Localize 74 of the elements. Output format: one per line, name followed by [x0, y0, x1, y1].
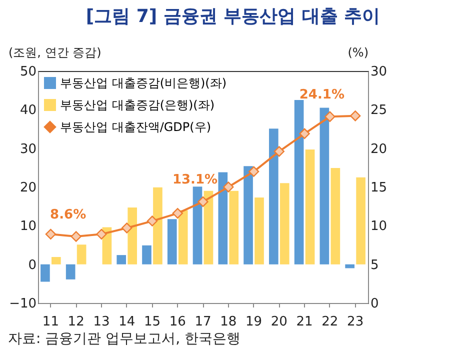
x-tick-label: 21: [296, 314, 313, 330]
bar: [294, 100, 304, 264]
y-axis-title: (조원, 연간 증감): [8, 46, 102, 60]
bar: [280, 183, 290, 264]
x-tick-label: 14: [118, 314, 136, 330]
point: [96, 228, 107, 240]
x-tick-label: 16: [169, 314, 186, 330]
y2-tick-label: 30: [370, 64, 388, 80]
y-tick-label: 0: [28, 258, 36, 273]
bar: [52, 256, 61, 264]
bar: [269, 128, 278, 264]
bar: [345, 264, 354, 268]
y-tick-label: 10: [20, 219, 36, 234]
point: [198, 196, 208, 208]
bar: [76, 244, 86, 264]
y-tick-label: 20: [20, 180, 36, 196]
point: [45, 228, 56, 240]
point: [70, 231, 82, 242]
legend-label: 부동산업 대출증감(은행)(좌): [60, 98, 215, 112]
x-tick-label: 11: [42, 314, 59, 330]
x-tick-label: 12: [68, 314, 84, 330]
y-tick-label: −10: [9, 296, 36, 312]
y2-tick-label: 15: [370, 180, 388, 196]
x-tick-label: 13: [93, 314, 110, 330]
bar: [167, 219, 177, 264]
x-tick-label: 22: [322, 314, 338, 330]
x-tick-label: 20: [270, 314, 288, 330]
bar: [244, 166, 253, 264]
point: [146, 216, 158, 226]
chart-title: [그림 7] 금융권 부동산업 대출 추이: [84, 5, 382, 27]
y2-tick-label: 0: [370, 296, 379, 312]
bar: [204, 190, 214, 264]
bar: [356, 177, 366, 264]
data-label: 13.1%: [172, 172, 218, 188]
bar: [254, 197, 264, 264]
legend-label: 부동산업 대출잔액/GDP(우): [60, 120, 211, 134]
text: 자료: 금융기관 업무보고서, 한국은행: [8, 330, 242, 348]
bar: [330, 168, 340, 264]
x-tick-label: 15: [144, 314, 161, 330]
bar: [178, 210, 188, 264]
bar: [192, 186, 202, 264]
point: [248, 166, 260, 177]
x-tick-label: 23: [347, 314, 364, 330]
x-tick-label: 17: [194, 314, 212, 330]
bar: [153, 187, 162, 264]
y2-tick-label: 20: [370, 142, 388, 157]
bar: [128, 207, 137, 264]
bar: [142, 245, 152, 264]
data-label: 8.6%: [50, 207, 86, 222]
bar: [218, 172, 228, 264]
bar: [320, 108, 330, 264]
y2-tick-label: 5: [370, 258, 379, 273]
point: [122, 222, 132, 234]
y-tick-label: 50: [20, 64, 36, 80]
y-tick-label: 40: [20, 103, 36, 118]
y2-axis-title: (%): [348, 46, 368, 60]
x-tick-label: 18: [220, 314, 237, 330]
point: [172, 208, 183, 219]
point: [274, 146, 284, 157]
x-tick-label: 19: [245, 314, 262, 330]
point: [223, 182, 234, 192]
y-tick-label: 30: [20, 142, 36, 157]
point: [324, 111, 336, 122]
bar: [229, 190, 239, 264]
bar: [40, 264, 50, 282]
bar: [305, 149, 315, 264]
bar: [116, 255, 126, 264]
point: [350, 110, 361, 122]
data-label: 24.1%: [299, 88, 344, 103]
bar: [66, 264, 76, 280]
y2-tick-label: 25: [370, 103, 388, 118]
point: [299, 128, 310, 139]
legend-label: 부동산업 대출증감(비은행)(좌): [60, 76, 227, 90]
y2-tick-label: 10: [370, 219, 388, 234]
